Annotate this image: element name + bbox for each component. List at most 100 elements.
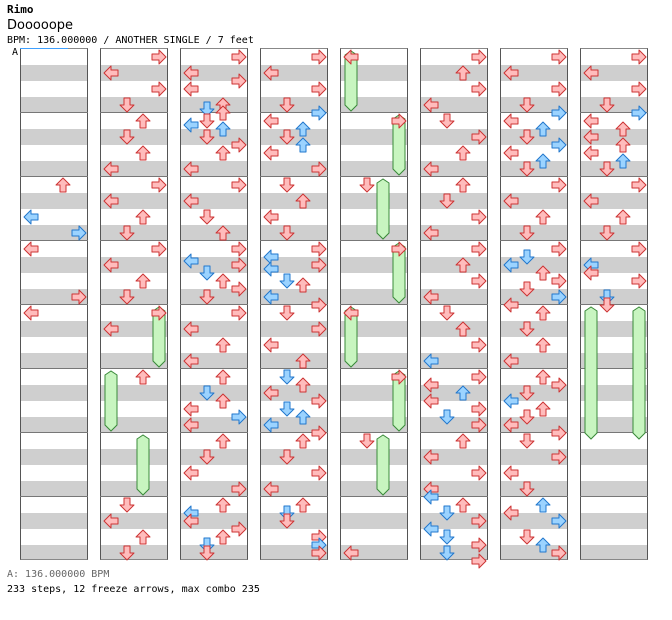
left-arrow-icon xyxy=(583,265,599,281)
up-arrow-icon xyxy=(535,537,551,553)
measure-line xyxy=(500,176,568,177)
right-arrow-icon xyxy=(311,161,327,177)
right-arrow-icon xyxy=(631,49,647,65)
right-arrow-icon xyxy=(231,257,247,273)
measure-line xyxy=(580,368,648,369)
freeze-arrow xyxy=(632,306,646,440)
freeze-arrow xyxy=(584,306,598,440)
measure-column xyxy=(500,48,568,561)
right-arrow-icon xyxy=(71,225,87,241)
right-arrow-icon xyxy=(231,177,247,193)
measure-line xyxy=(20,496,88,497)
up-arrow-icon xyxy=(135,369,151,385)
down-arrow-icon xyxy=(519,321,535,337)
right-arrow-icon xyxy=(631,177,647,193)
left-arrow-icon xyxy=(183,353,199,369)
down-arrow-icon xyxy=(599,225,615,241)
left-arrow-icon xyxy=(503,465,519,481)
up-arrow-icon xyxy=(55,177,71,193)
measure-line xyxy=(420,496,488,497)
left-arrow-icon xyxy=(423,97,439,113)
right-arrow-icon xyxy=(551,513,567,529)
left-arrow-icon xyxy=(263,417,279,433)
right-arrow-icon xyxy=(471,273,487,289)
measure-line xyxy=(100,432,168,433)
up-arrow-icon xyxy=(535,153,551,169)
down-arrow-icon xyxy=(599,297,615,313)
measure-line xyxy=(500,368,568,369)
measure-line xyxy=(420,240,488,241)
right-arrow-icon xyxy=(231,521,247,537)
down-arrow-icon xyxy=(119,545,135,561)
left-arrow-icon xyxy=(503,145,519,161)
up-arrow-icon xyxy=(215,433,231,449)
measure-line xyxy=(420,304,488,305)
right-arrow-icon xyxy=(551,241,567,257)
measure-line xyxy=(340,240,408,241)
up-arrow-icon xyxy=(535,121,551,137)
up-arrow-icon xyxy=(215,145,231,161)
measure-line xyxy=(580,176,648,177)
right-arrow-icon xyxy=(231,73,247,89)
measure-line xyxy=(580,432,648,433)
down-arrow-icon xyxy=(279,129,295,145)
left-arrow-icon xyxy=(263,65,279,81)
measure-line xyxy=(340,496,408,497)
start-marker xyxy=(20,48,68,49)
measure-line xyxy=(340,112,408,113)
measure-line xyxy=(20,176,88,177)
down-arrow-icon xyxy=(519,385,535,401)
stats-line: 233 steps, 12 freeze arrows, max combo 2… xyxy=(7,584,260,595)
left-arrow-icon xyxy=(423,225,439,241)
left-arrow-icon xyxy=(503,393,519,409)
measure-line xyxy=(420,432,488,433)
down-arrow-icon xyxy=(199,129,215,145)
left-arrow-icon xyxy=(503,505,519,521)
up-arrow-icon xyxy=(135,145,151,161)
left-arrow-icon xyxy=(183,81,199,97)
measure-line xyxy=(420,176,488,177)
measure-line xyxy=(20,432,88,433)
left-arrow-icon xyxy=(343,305,359,321)
down-arrow-icon xyxy=(519,481,535,497)
right-arrow-icon xyxy=(471,129,487,145)
up-arrow-icon xyxy=(295,277,311,293)
left-arrow-icon xyxy=(183,161,199,177)
measure-column xyxy=(20,48,88,560)
left-arrow-icon xyxy=(583,113,599,129)
up-arrow-icon xyxy=(135,113,151,129)
right-arrow-icon xyxy=(471,49,487,65)
freeze-arrow xyxy=(136,434,150,496)
tempo-marker: A xyxy=(12,47,19,58)
left-arrow-icon xyxy=(583,129,599,145)
right-arrow-icon xyxy=(631,273,647,289)
up-arrow-icon xyxy=(455,177,471,193)
up-arrow-icon xyxy=(295,497,311,513)
right-arrow-icon xyxy=(311,321,327,337)
measure-line xyxy=(420,368,488,369)
measure-line xyxy=(100,240,168,241)
down-arrow-icon xyxy=(279,513,295,529)
right-arrow-icon xyxy=(231,241,247,257)
right-arrow-icon xyxy=(311,545,327,561)
up-arrow-icon xyxy=(535,265,551,281)
left-arrow-icon xyxy=(103,193,119,209)
right-arrow-icon xyxy=(551,289,567,305)
measure-line xyxy=(500,240,568,241)
right-arrow-icon xyxy=(231,481,247,497)
right-arrow-icon xyxy=(311,105,327,121)
left-arrow-icon xyxy=(423,289,439,305)
measure-line xyxy=(20,368,88,369)
right-arrow-icon xyxy=(231,409,247,425)
right-arrow-icon xyxy=(631,81,647,97)
down-arrow-icon xyxy=(199,101,215,117)
measure-line xyxy=(580,112,648,113)
up-arrow-icon xyxy=(215,393,231,409)
artist-name: Rimo xyxy=(7,3,34,16)
measure-line xyxy=(100,368,168,369)
measure-line xyxy=(180,112,248,113)
left-arrow-icon xyxy=(23,209,39,225)
left-arrow-icon xyxy=(183,117,199,133)
down-arrow-icon xyxy=(199,289,215,305)
up-arrow-icon xyxy=(615,137,631,153)
